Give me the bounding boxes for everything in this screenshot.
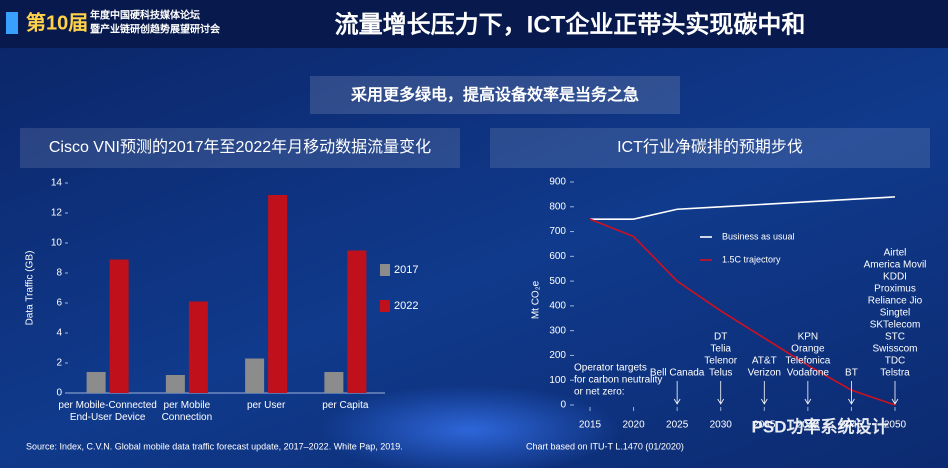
forum-line: 暨产业链研创趋势展望研讨会 — [90, 23, 220, 36]
annotation-label: America Movil — [864, 260, 927, 271]
line-series — [589, 218, 896, 406]
annotation-arrowhead — [804, 398, 812, 405]
annotation-note: for carbon neutrality — [574, 375, 662, 386]
y-tick-label: 6 — [56, 298, 62, 309]
watermark: PSD功率系统设计 — [752, 416, 889, 436]
y-tick-label: 14 — [51, 178, 63, 189]
legend-swatch — [380, 300, 390, 312]
annotation-arrowhead — [760, 398, 768, 405]
annotation-label: Swisscom — [872, 344, 917, 355]
annotation-note: or net zero: — [574, 387, 625, 398]
annotation-arrowhead — [891, 398, 899, 405]
annotation-label: KDDI — [883, 272, 907, 283]
x-tick-label: 2050 — [884, 420, 907, 431]
logo-mark — [6, 12, 18, 34]
y-axis-label: Mt CO₂e — [531, 280, 542, 319]
x-tick-label: per Capita — [322, 400, 369, 411]
annotation-label: DT — [714, 332, 727, 343]
subtitle: 采用更多绿电，提高设备效率是当务之急 — [350, 85, 639, 104]
bar — [109, 259, 129, 393]
y-tick-label: 4 — [56, 328, 62, 339]
annotation-label: Telia — [710, 344, 731, 355]
x-tick-label: 2040 — [797, 420, 820, 431]
legend-swatch — [380, 264, 390, 276]
x-tick-label: 2015 — [579, 420, 602, 431]
y-tick-label: 0 — [56, 388, 62, 399]
annotation-label: Telenor — [704, 356, 737, 367]
annotation-label: BT — [845, 368, 858, 379]
annotation-label: Proximus — [874, 284, 916, 295]
annotation-label: Airtel — [884, 248, 907, 259]
legend-label: 2022 — [394, 300, 418, 312]
y-tick-label: 900 — [549, 177, 566, 188]
annotation-label: KPN — [798, 332, 819, 343]
annotation-label: Telstra — [880, 368, 910, 379]
x-tick-label: per User — [246, 400, 286, 411]
y-axis-label: Data Traffic (GB) — [25, 251, 36, 326]
x-tick-label: 2035 — [753, 420, 776, 431]
annotation-label: Bell Canada — [650, 368, 705, 379]
annotation-label: Reliance Jio — [868, 296, 923, 307]
y-tick-label: 8 — [56, 268, 62, 279]
y-tick-label: 700 — [549, 226, 566, 237]
forum-line: 年度中国硬科技媒体论坛 — [90, 9, 200, 22]
x-tick-label: 2020 — [622, 420, 645, 431]
annotation-label: Telus — [709, 368, 732, 379]
bar — [324, 372, 344, 393]
y-tick-label: 600 — [549, 251, 566, 262]
legend-label: Business as usual — [722, 231, 795, 241]
y-tick-label: 0 — [560, 400, 566, 411]
x-tick-label: per Mobile-Connected End-User Device — [58, 400, 157, 423]
line-series — [590, 196, 896, 220]
bar — [347, 250, 367, 393]
annotation-arrowhead — [673, 398, 681, 405]
y-tick-label: 800 — [549, 201, 566, 212]
annotation-note: Operator targets — [574, 363, 647, 374]
bar — [165, 375, 185, 393]
y-tick-label: 12 — [51, 208, 63, 219]
panel-title-box — [490, 128, 930, 168]
bar — [268, 195, 288, 393]
x-tick-label: 2025 — [666, 420, 689, 431]
annotation-label: Telefonica — [785, 356, 830, 367]
annotation-label: Singtel — [880, 308, 911, 319]
legend-label: 2017 — [394, 264, 418, 276]
annotation-arrowhead — [848, 398, 855, 405]
annotation-label: STC — [885, 332, 905, 343]
slide-title: 流量增长压力下，ICT企业正带头实现碳中和 — [335, 10, 806, 38]
x-tick-label: 2045 — [840, 420, 863, 431]
annotation-label: Orange — [791, 344, 825, 355]
y-tick-label: 100 — [549, 375, 566, 386]
y-tick-label: 200 — [549, 350, 566, 361]
subtitle-box — [310, 76, 680, 114]
header-bar — [0, 0, 948, 48]
y-tick-label: 500 — [549, 276, 566, 287]
y-tick-label: 300 — [549, 325, 566, 336]
source: Source: Index, C.V.N. Global mobile data… — [26, 441, 403, 451]
bar — [86, 372, 106, 393]
y-tick-label: 2 — [56, 358, 62, 369]
panel-title-box — [20, 128, 460, 168]
bar — [188, 301, 208, 393]
annotation-label: TDC — [885, 356, 906, 367]
annotation-label: AT&T — [752, 356, 777, 367]
edition: 第10届 — [26, 10, 88, 34]
annotation-label: SKTelecom — [870, 320, 921, 331]
x-tick-label: 2030 — [710, 420, 733, 431]
y-tick-label: 10 — [51, 238, 63, 249]
y-tick-label: 400 — [549, 301, 566, 312]
annotation-label: Vodafone — [787, 368, 830, 379]
annotation-arrowhead — [717, 398, 725, 405]
source: Chart based on ITU-T L.1470 (01/2020) — [526, 441, 684, 451]
x-tick-label: per Mobile Connection — [161, 400, 213, 423]
chart-title: Cisco VNI预测的2017年至2022年月移动数据流量变化 — [49, 138, 431, 156]
legend-label: 1.5C trajectory — [722, 254, 781, 264]
annotation-label: Verizon — [748, 368, 781, 379]
bar — [245, 358, 265, 393]
decor-glow — [320, 385, 620, 468]
chart-title: ICT行业净碳排的预期步伐 — [617, 138, 803, 156]
